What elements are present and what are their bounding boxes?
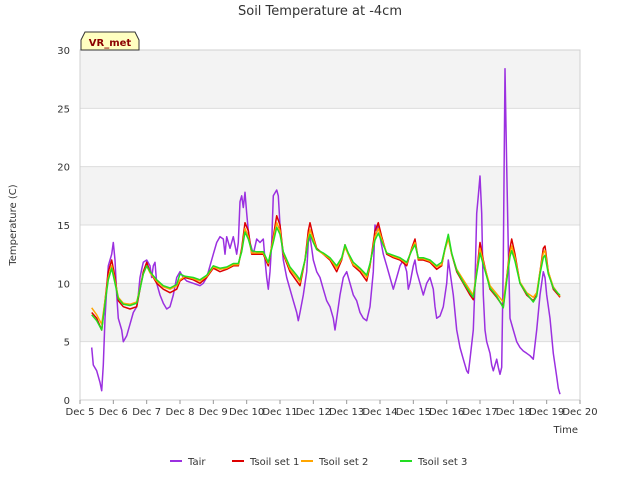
x-tick-label: Dec 18	[496, 407, 531, 418]
y-tick-label: 20	[57, 163, 70, 174]
background-band	[80, 166, 580, 225]
x-tick-label: Dec 12	[296, 407, 331, 418]
legend-label-tsoil-set-3: Tsoil set 3	[417, 457, 467, 468]
background-band	[80, 341, 580, 400]
background-band	[80, 108, 580, 167]
legend: Tair Tsoil set 1 Tsoil set 2 Tsoil set 3	[170, 457, 467, 468]
x-tick-label: Dec 5	[66, 407, 95, 418]
x-tick-label: Dec 10	[229, 407, 264, 418]
series-line-tsoil-set-3	[91, 226, 561, 331]
x-tick-label: Dec 17	[462, 407, 497, 418]
x-tick-label: Dec 15	[396, 407, 431, 418]
y-tick-label: 0	[64, 396, 70, 407]
x-tick-label: Dec 20	[562, 407, 597, 418]
background-band	[80, 50, 580, 109]
x-tick-label: Dec 9	[199, 407, 228, 418]
legend-label-tsoil-set-2: Tsoil set 2	[318, 457, 368, 468]
x-tick-label: Dec 16	[429, 407, 464, 418]
x-tick-label: Dec 7	[132, 407, 161, 418]
badge-label: VR_met	[89, 38, 132, 49]
y-tick-label: 30	[57, 46, 70, 57]
x-tick-label: Dec 8	[166, 407, 195, 418]
legend-label-tsoil-set-1: Tsoil set 1	[249, 457, 299, 468]
station-badge: VR_met	[80, 31, 140, 51]
y-axis-label: Temperature (C)	[8, 184, 19, 266]
plot-frame	[79, 49, 581, 401]
series-lines	[90, 67, 561, 395]
legend-label-tair: Tair	[187, 457, 206, 468]
background-band	[80, 225, 580, 284]
series-line-tair	[90, 67, 561, 395]
y-tick-label: 25	[57, 104, 70, 115]
x-tick-label: Dec 11	[262, 407, 297, 418]
x-axis-label: Time	[553, 425, 578, 436]
x-tick-label: Dec 14	[362, 407, 397, 418]
series-line-tsoil-set-2	[91, 221, 561, 325]
badge-shape	[80, 31, 140, 51]
x-tick-label: Dec 19	[529, 407, 564, 418]
x-tick-label: Dec 13	[329, 407, 364, 418]
y-tick-label: 15	[57, 221, 70, 232]
y-axis-ticks: 0 5 10 15 20 25 30	[57, 46, 70, 407]
y-tick-label: 10	[57, 279, 70, 290]
y-tick-label: 5	[64, 338, 70, 349]
chart-title: Soil Temperature at -4cm	[238, 4, 402, 19]
x-tick-label: Dec 6	[99, 407, 128, 418]
